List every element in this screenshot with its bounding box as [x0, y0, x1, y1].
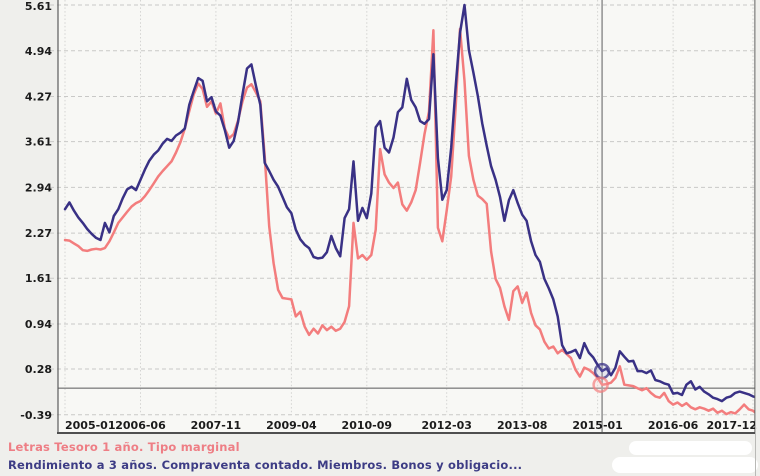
y-tick-label: 4.94 — [25, 45, 52, 58]
y-tick-label: 2.27 — [25, 227, 52, 240]
y-tick-label: -0.39 — [20, 409, 52, 422]
y-tick-label: 0.94 — [25, 318, 52, 331]
whiteout-blob — [629, 441, 752, 455]
x-tick-label: 2006-06 — [115, 419, 166, 432]
whiteout-blob — [612, 457, 758, 473]
plot-background — [58, 0, 755, 433]
series-line-letras-1-ano — [63, 27, 755, 416]
selected-point-marker-letras[interactable] — [592, 376, 609, 393]
x-tick-label: 2009-04 — [266, 419, 317, 432]
series-group — [63, 3, 755, 416]
y-tick-label: 4.27 — [25, 91, 52, 104]
x-tick-label: 2013-08 — [497, 419, 548, 432]
y-tick-label: 3.61 — [25, 136, 52, 149]
x-tick-label: 2015-01 — [572, 419, 623, 432]
y-tick-label: 1.61 — [25, 272, 52, 285]
x-tick-label: 2017-12 — [707, 419, 758, 432]
x-tick-label: 2005-01 — [65, 419, 116, 432]
legend-item-rendimiento[interactable]: Rendimiento a 3 años. Compraventa contad… — [8, 458, 523, 472]
y-tick-label: 0.28 — [25, 363, 52, 376]
y-tick-label: 2.94 — [25, 181, 52, 194]
x-tick-label: 2016-06 — [648, 419, 699, 432]
x-tick-label: 2012-03 — [421, 419, 472, 432]
legend-item-letras[interactable]: Letras Tesoro 1 año. Tipo marginal — [8, 440, 240, 454]
x-tick-label: 2007-11 — [191, 419, 242, 432]
right-edge-divider — [755, 0, 756, 476]
y-tick-label: 5.61 — [25, 0, 52, 13]
plot-area[interactable] — [58, 0, 755, 433]
series-line-rendimiento-3-anos — [63, 3, 755, 403]
x-tick-label: 2010-09 — [342, 419, 393, 432]
